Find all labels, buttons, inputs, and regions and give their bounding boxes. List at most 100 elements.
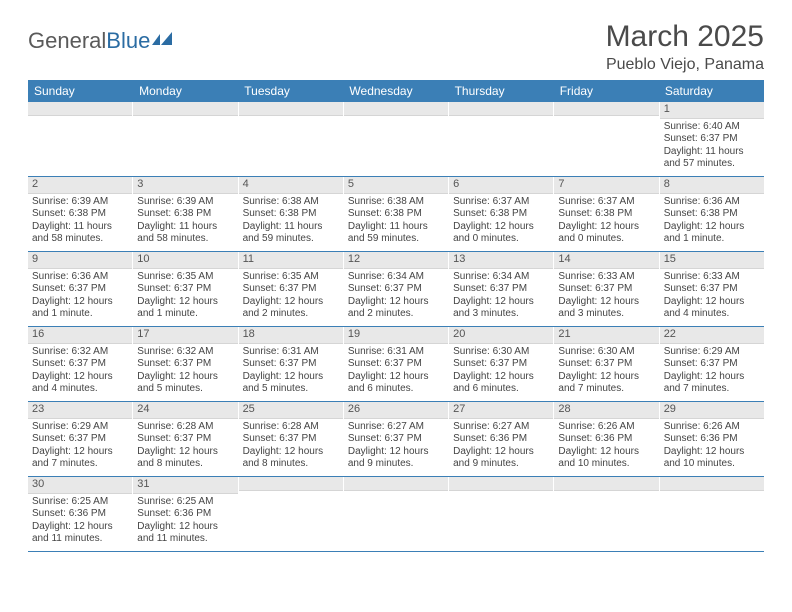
day-cell xyxy=(239,102,344,176)
day-cell: 17Sunrise: 6:32 AMSunset: 6:37 PMDayligh… xyxy=(133,327,238,401)
sunset-text: Sunset: 6:37 PM xyxy=(243,283,339,296)
day-cell: 7Sunrise: 6:37 AMSunset: 6:38 PMDaylight… xyxy=(554,177,659,251)
day-number xyxy=(344,477,448,491)
day-body: Sunrise: 6:37 AMSunset: 6:38 PMDaylight:… xyxy=(449,194,553,250)
day-body: Sunrise: 6:36 AMSunset: 6:37 PMDaylight:… xyxy=(28,269,132,325)
day-number xyxy=(449,102,553,116)
day-number: 25 xyxy=(239,402,343,419)
day-body: Sunrise: 6:29 AMSunset: 6:37 PMDaylight:… xyxy=(660,344,764,400)
day-body: Sunrise: 6:32 AMSunset: 6:37 PMDaylight:… xyxy=(133,344,237,400)
day-cell: 29Sunrise: 6:26 AMSunset: 6:36 PMDayligh… xyxy=(660,402,764,476)
day-number xyxy=(239,102,343,116)
calendar: SundayMondayTuesdayWednesdayThursdayFrid… xyxy=(28,80,764,552)
title-block: March 2025 Pueblo Viejo, Panama xyxy=(606,20,764,74)
day-cell: 21Sunrise: 6:30 AMSunset: 6:37 PMDayligh… xyxy=(554,327,659,401)
day-number xyxy=(133,102,237,116)
daylight-text: Daylight: 12 hours and 1 minute. xyxy=(32,296,128,321)
sunset-text: Sunset: 6:38 PM xyxy=(664,208,760,221)
sunrise-text: Sunrise: 6:36 AM xyxy=(664,196,760,209)
day-cell xyxy=(239,477,344,551)
sunset-text: Sunset: 6:37 PM xyxy=(558,358,654,371)
day-number: 2 xyxy=(28,177,132,194)
day-body: Sunrise: 6:28 AMSunset: 6:37 PMDaylight:… xyxy=(133,419,237,475)
day-body xyxy=(239,491,343,497)
day-number: 28 xyxy=(554,402,658,419)
day-body xyxy=(449,491,553,497)
sunrise-text: Sunrise: 6:27 AM xyxy=(348,421,444,434)
sunset-text: Sunset: 6:37 PM xyxy=(664,358,760,371)
week-row: 9Sunrise: 6:36 AMSunset: 6:37 PMDaylight… xyxy=(28,252,764,327)
day-cell: 19Sunrise: 6:31 AMSunset: 6:37 PMDayligh… xyxy=(344,327,449,401)
daylight-text: Daylight: 12 hours and 9 minutes. xyxy=(453,446,549,471)
day-body xyxy=(554,491,658,497)
day-number: 23 xyxy=(28,402,132,419)
day-cell: 30Sunrise: 6:25 AMSunset: 6:36 PMDayligh… xyxy=(28,477,133,551)
day-body: Sunrise: 6:36 AMSunset: 6:38 PMDaylight:… xyxy=(660,194,764,250)
day-number xyxy=(344,102,448,116)
day-number xyxy=(28,102,132,116)
day-number: 14 xyxy=(554,252,658,269)
daylight-text: Daylight: 12 hours and 5 minutes. xyxy=(243,371,339,396)
sunrise-text: Sunrise: 6:25 AM xyxy=(32,496,128,509)
day-cell: 31Sunrise: 6:25 AMSunset: 6:36 PMDayligh… xyxy=(133,477,238,551)
sunrise-text: Sunrise: 6:34 AM xyxy=(453,271,549,284)
sunset-text: Sunset: 6:37 PM xyxy=(348,358,444,371)
dow-cell: Wednesday xyxy=(343,80,448,102)
sunrise-text: Sunrise: 6:39 AM xyxy=(137,196,233,209)
dow-cell: Tuesday xyxy=(238,80,343,102)
day-body: Sunrise: 6:31 AMSunset: 6:37 PMDaylight:… xyxy=(344,344,448,400)
day-cell: 9Sunrise: 6:36 AMSunset: 6:37 PMDaylight… xyxy=(28,252,133,326)
sunset-text: Sunset: 6:37 PM xyxy=(32,358,128,371)
sunset-text: Sunset: 6:36 PM xyxy=(558,433,654,446)
sunrise-text: Sunrise: 6:31 AM xyxy=(348,346,444,359)
day-cell: 3Sunrise: 6:39 AMSunset: 6:38 PMDaylight… xyxy=(133,177,238,251)
day-body xyxy=(554,116,658,122)
daylight-text: Daylight: 12 hours and 0 minutes. xyxy=(453,221,549,246)
day-number: 11 xyxy=(239,252,343,269)
sunset-text: Sunset: 6:38 PM xyxy=(243,208,339,221)
day-body xyxy=(344,116,448,122)
day-number: 24 xyxy=(133,402,237,419)
daylight-text: Daylight: 12 hours and 11 minutes. xyxy=(32,521,128,546)
sunrise-text: Sunrise: 6:33 AM xyxy=(664,271,760,284)
sunrise-text: Sunrise: 6:38 AM xyxy=(243,196,339,209)
day-number: 21 xyxy=(554,327,658,344)
daylight-text: Daylight: 12 hours and 9 minutes. xyxy=(348,446,444,471)
calendar-page: GeneralBlue March 2025 Pueblo Viejo, Pan… xyxy=(0,0,792,562)
daylight-text: Daylight: 11 hours and 59 minutes. xyxy=(243,221,339,246)
dow-cell: Friday xyxy=(554,80,659,102)
sunrise-text: Sunrise: 6:37 AM xyxy=(453,196,549,209)
sunrise-text: Sunrise: 6:35 AM xyxy=(243,271,339,284)
sunrise-text: Sunrise: 6:31 AM xyxy=(243,346,339,359)
day-body: Sunrise: 6:31 AMSunset: 6:37 PMDaylight:… xyxy=(239,344,343,400)
daylight-text: Daylight: 12 hours and 10 minutes. xyxy=(664,446,760,471)
sunrise-text: Sunrise: 6:29 AM xyxy=(32,421,128,434)
dow-cell: Saturday xyxy=(659,80,764,102)
daylight-text: Daylight: 12 hours and 6 minutes. xyxy=(453,371,549,396)
day-number: 20 xyxy=(449,327,553,344)
sunset-text: Sunset: 6:37 PM xyxy=(348,283,444,296)
day-cell: 16Sunrise: 6:32 AMSunset: 6:37 PMDayligh… xyxy=(28,327,133,401)
day-number xyxy=(239,477,343,491)
daylight-text: Daylight: 12 hours and 6 minutes. xyxy=(348,371,444,396)
daylight-text: Daylight: 12 hours and 3 minutes. xyxy=(558,296,654,321)
sunset-text: Sunset: 6:37 PM xyxy=(32,283,128,296)
sunset-text: Sunset: 6:36 PM xyxy=(137,508,233,521)
week-row: 2Sunrise: 6:39 AMSunset: 6:38 PMDaylight… xyxy=(28,177,764,252)
day-number: 6 xyxy=(449,177,553,194)
day-cell: 14Sunrise: 6:33 AMSunset: 6:37 PMDayligh… xyxy=(554,252,659,326)
sunrise-text: Sunrise: 6:32 AM xyxy=(137,346,233,359)
day-cell: 15Sunrise: 6:33 AMSunset: 6:37 PMDayligh… xyxy=(660,252,764,326)
day-body xyxy=(133,116,237,122)
day-body xyxy=(239,116,343,122)
day-cell: 23Sunrise: 6:29 AMSunset: 6:37 PMDayligh… xyxy=(28,402,133,476)
day-number: 7 xyxy=(554,177,658,194)
day-number xyxy=(554,477,658,491)
day-body: Sunrise: 6:28 AMSunset: 6:37 PMDaylight:… xyxy=(239,419,343,475)
day-cell: 6Sunrise: 6:37 AMSunset: 6:38 PMDaylight… xyxy=(449,177,554,251)
day-body: Sunrise: 6:30 AMSunset: 6:37 PMDaylight:… xyxy=(449,344,553,400)
sunset-text: Sunset: 6:38 PM xyxy=(137,208,233,221)
day-number: 10 xyxy=(133,252,237,269)
daylight-text: Daylight: 11 hours and 58 minutes. xyxy=(137,221,233,246)
sunset-text: Sunset: 6:37 PM xyxy=(243,433,339,446)
